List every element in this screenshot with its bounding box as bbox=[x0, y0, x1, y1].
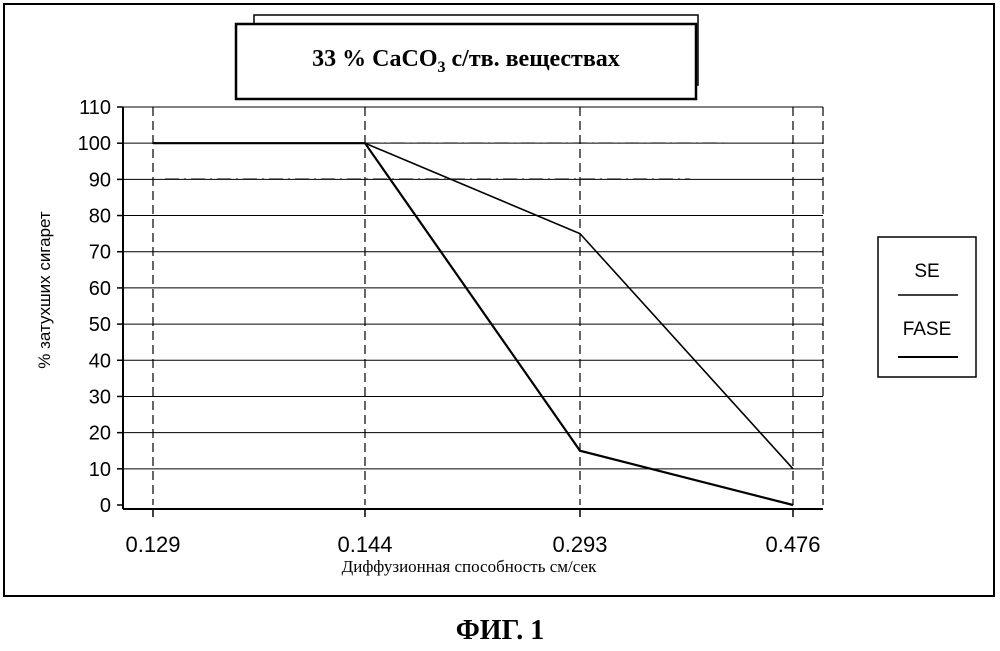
x-axis-label: Диффузионная способность см/сек bbox=[342, 557, 597, 576]
tick-layer: 0 10 20 30 40 50 60 70 80 90 100 110 0.129 0.144 0.293… bbox=[78, 97, 821, 557]
y-tick-label: 50 bbox=[89, 314, 111, 336]
y-axis-label: % затухших сигарет bbox=[35, 211, 54, 369]
y-tick-label: 100 bbox=[78, 133, 111, 155]
grid-layer bbox=[123, 107, 823, 505]
y-tick-label: 40 bbox=[89, 350, 111, 372]
legend-label-fase: FASE bbox=[903, 319, 952, 340]
y-tick-label: 0 bbox=[100, 495, 111, 517]
x-tick-label: 0.293 bbox=[552, 532, 607, 557]
chart-title-tail: с/тв. веществах bbox=[446, 46, 620, 72]
y-tick-label: 70 bbox=[89, 242, 111, 264]
y-tick-label: 110 bbox=[79, 97, 111, 119]
figure-caption: ФИГ. 1 bbox=[456, 615, 544, 646]
y-tick-label: 80 bbox=[89, 206, 111, 228]
series-line-se bbox=[153, 143, 793, 469]
y-tick-label: 10 bbox=[89, 459, 111, 481]
y-tick-label: 30 bbox=[89, 386, 111, 408]
y-tick-label: 90 bbox=[89, 169, 111, 191]
x-tick-label: 0.129 bbox=[125, 532, 180, 557]
x-tick-label: 0.144 bbox=[337, 532, 392, 557]
axis-layer bbox=[117, 107, 823, 517]
y-tick-label: 60 bbox=[89, 278, 111, 300]
chart-title-main: 33 % CaCO bbox=[312, 46, 437, 72]
chart-title: 33 % CaCO3 с/тв. веществах bbox=[312, 46, 620, 76]
y-tick-label: 20 bbox=[89, 423, 111, 445]
x-tick-label: 0.476 bbox=[765, 532, 820, 557]
chart-title-subscript: 3 bbox=[438, 59, 446, 76]
legend-label-se: SE bbox=[914, 261, 939, 282]
